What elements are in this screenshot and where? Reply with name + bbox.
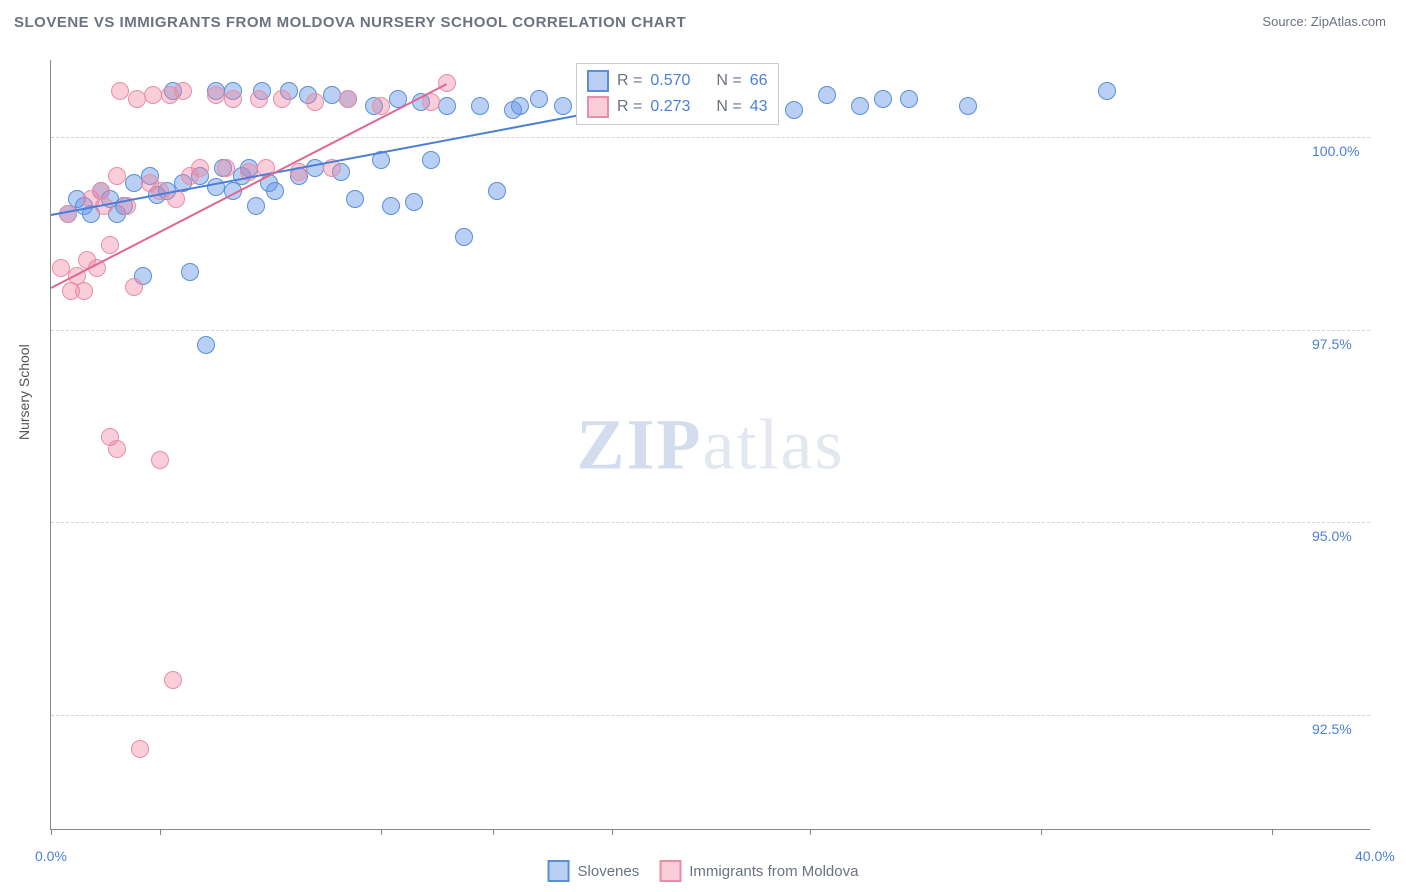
- n-label: N =: [716, 72, 741, 90]
- data-point: [554, 97, 572, 115]
- y-axis-label: Nursery School: [16, 344, 32, 440]
- data-point: [144, 86, 162, 104]
- data-point: [131, 740, 149, 758]
- data-point: [174, 82, 192, 100]
- x-tick: [1272, 829, 1273, 835]
- legend-swatch: [587, 70, 609, 92]
- data-point: [128, 90, 146, 108]
- data-point: [101, 236, 119, 254]
- source-attribution: Source: ZipAtlas.com: [1262, 14, 1386, 29]
- data-point: [818, 86, 836, 104]
- data-point: [164, 671, 182, 689]
- legend: Slovenes Immigrants from Moldova: [548, 860, 859, 882]
- data-point: [323, 86, 341, 104]
- data-point: [108, 440, 126, 458]
- data-point: [455, 228, 473, 246]
- data-point: [405, 193, 423, 211]
- x-tick: [810, 829, 811, 835]
- x-tick: [381, 829, 382, 835]
- gridline: [51, 330, 1370, 331]
- legend-item: Slovenes: [548, 860, 640, 882]
- x-tick: [160, 829, 161, 835]
- data-point: [422, 151, 440, 169]
- r-label: R =: [617, 72, 642, 90]
- data-point: [207, 86, 225, 104]
- x-tick-label: 0.0%: [35, 848, 67, 864]
- legend-label: Immigrants from Moldova: [689, 863, 858, 880]
- legend-label: Slovenes: [578, 863, 640, 880]
- gridline: [51, 522, 1370, 523]
- data-point: [306, 159, 324, 177]
- data-point: [382, 197, 400, 215]
- data-point: [273, 90, 291, 108]
- y-tick-label: 97.5%: [1312, 336, 1352, 352]
- trend-line: [51, 83, 448, 289]
- y-tick-label: 92.5%: [1312, 721, 1352, 737]
- watermark: ZIPatlas: [577, 403, 845, 486]
- r-value: 0.570: [650, 72, 690, 90]
- legend-swatch: [548, 860, 570, 882]
- watermark-zip: ZIP: [577, 404, 703, 484]
- source-link[interactable]: ZipAtlas.com: [1311, 14, 1386, 29]
- data-point: [851, 97, 869, 115]
- data-point: [151, 182, 169, 200]
- watermark-atlas: atlas: [703, 404, 845, 484]
- x-tick: [612, 829, 613, 835]
- data-point: [191, 159, 209, 177]
- data-point: [75, 282, 93, 300]
- x-tick-label: 40.0%: [1355, 848, 1395, 864]
- data-point: [125, 174, 143, 192]
- scatter-plot-area: ZIPatlas R = 0.570 N = 66 R = 0.273 N = 43: [50, 60, 1370, 830]
- data-point: [785, 101, 803, 119]
- y-tick-label: 95.0%: [1312, 528, 1352, 544]
- data-point: [247, 197, 265, 215]
- gridline: [51, 137, 1370, 138]
- data-point: [511, 97, 529, 115]
- data-point: [1098, 82, 1116, 100]
- data-point: [151, 451, 169, 469]
- data-point: [488, 182, 506, 200]
- data-point: [108, 167, 126, 185]
- data-point: [197, 336, 215, 354]
- x-tick: [1041, 829, 1042, 835]
- data-point: [874, 90, 892, 108]
- stats-row: R = 0.273 N = 43: [587, 94, 768, 120]
- data-point: [181, 263, 199, 281]
- data-point: [339, 90, 357, 108]
- data-point: [471, 97, 489, 115]
- stats-row: R = 0.570 N = 66: [587, 68, 768, 94]
- data-point: [52, 259, 70, 277]
- y-tick-label: 100.0%: [1312, 143, 1359, 159]
- r-value: 0.273: [650, 98, 690, 116]
- data-point: [125, 278, 143, 296]
- n-value: 66: [750, 72, 768, 90]
- data-point: [224, 90, 242, 108]
- data-point: [346, 190, 364, 208]
- stats-box: R = 0.570 N = 66 R = 0.273 N = 43: [576, 63, 779, 125]
- data-point: [250, 90, 268, 108]
- data-point: [530, 90, 548, 108]
- legend-swatch: [587, 96, 609, 118]
- data-point: [111, 82, 129, 100]
- x-tick: [493, 829, 494, 835]
- data-point: [959, 97, 977, 115]
- source-label: Source:: [1262, 14, 1307, 29]
- data-point: [900, 90, 918, 108]
- r-label: R =: [617, 98, 642, 116]
- n-label: N =: [716, 98, 741, 116]
- gridline: [51, 715, 1370, 716]
- legend-item: Immigrants from Moldova: [659, 860, 858, 882]
- x-tick: [51, 829, 52, 835]
- n-value: 43: [750, 98, 768, 116]
- data-point: [217, 159, 235, 177]
- legend-swatch: [659, 860, 681, 882]
- data-point: [306, 93, 324, 111]
- data-point: [266, 182, 284, 200]
- chart-title: SLOVENE VS IMMIGRANTS FROM MOLDOVA NURSE…: [14, 14, 686, 31]
- data-point: [438, 97, 456, 115]
